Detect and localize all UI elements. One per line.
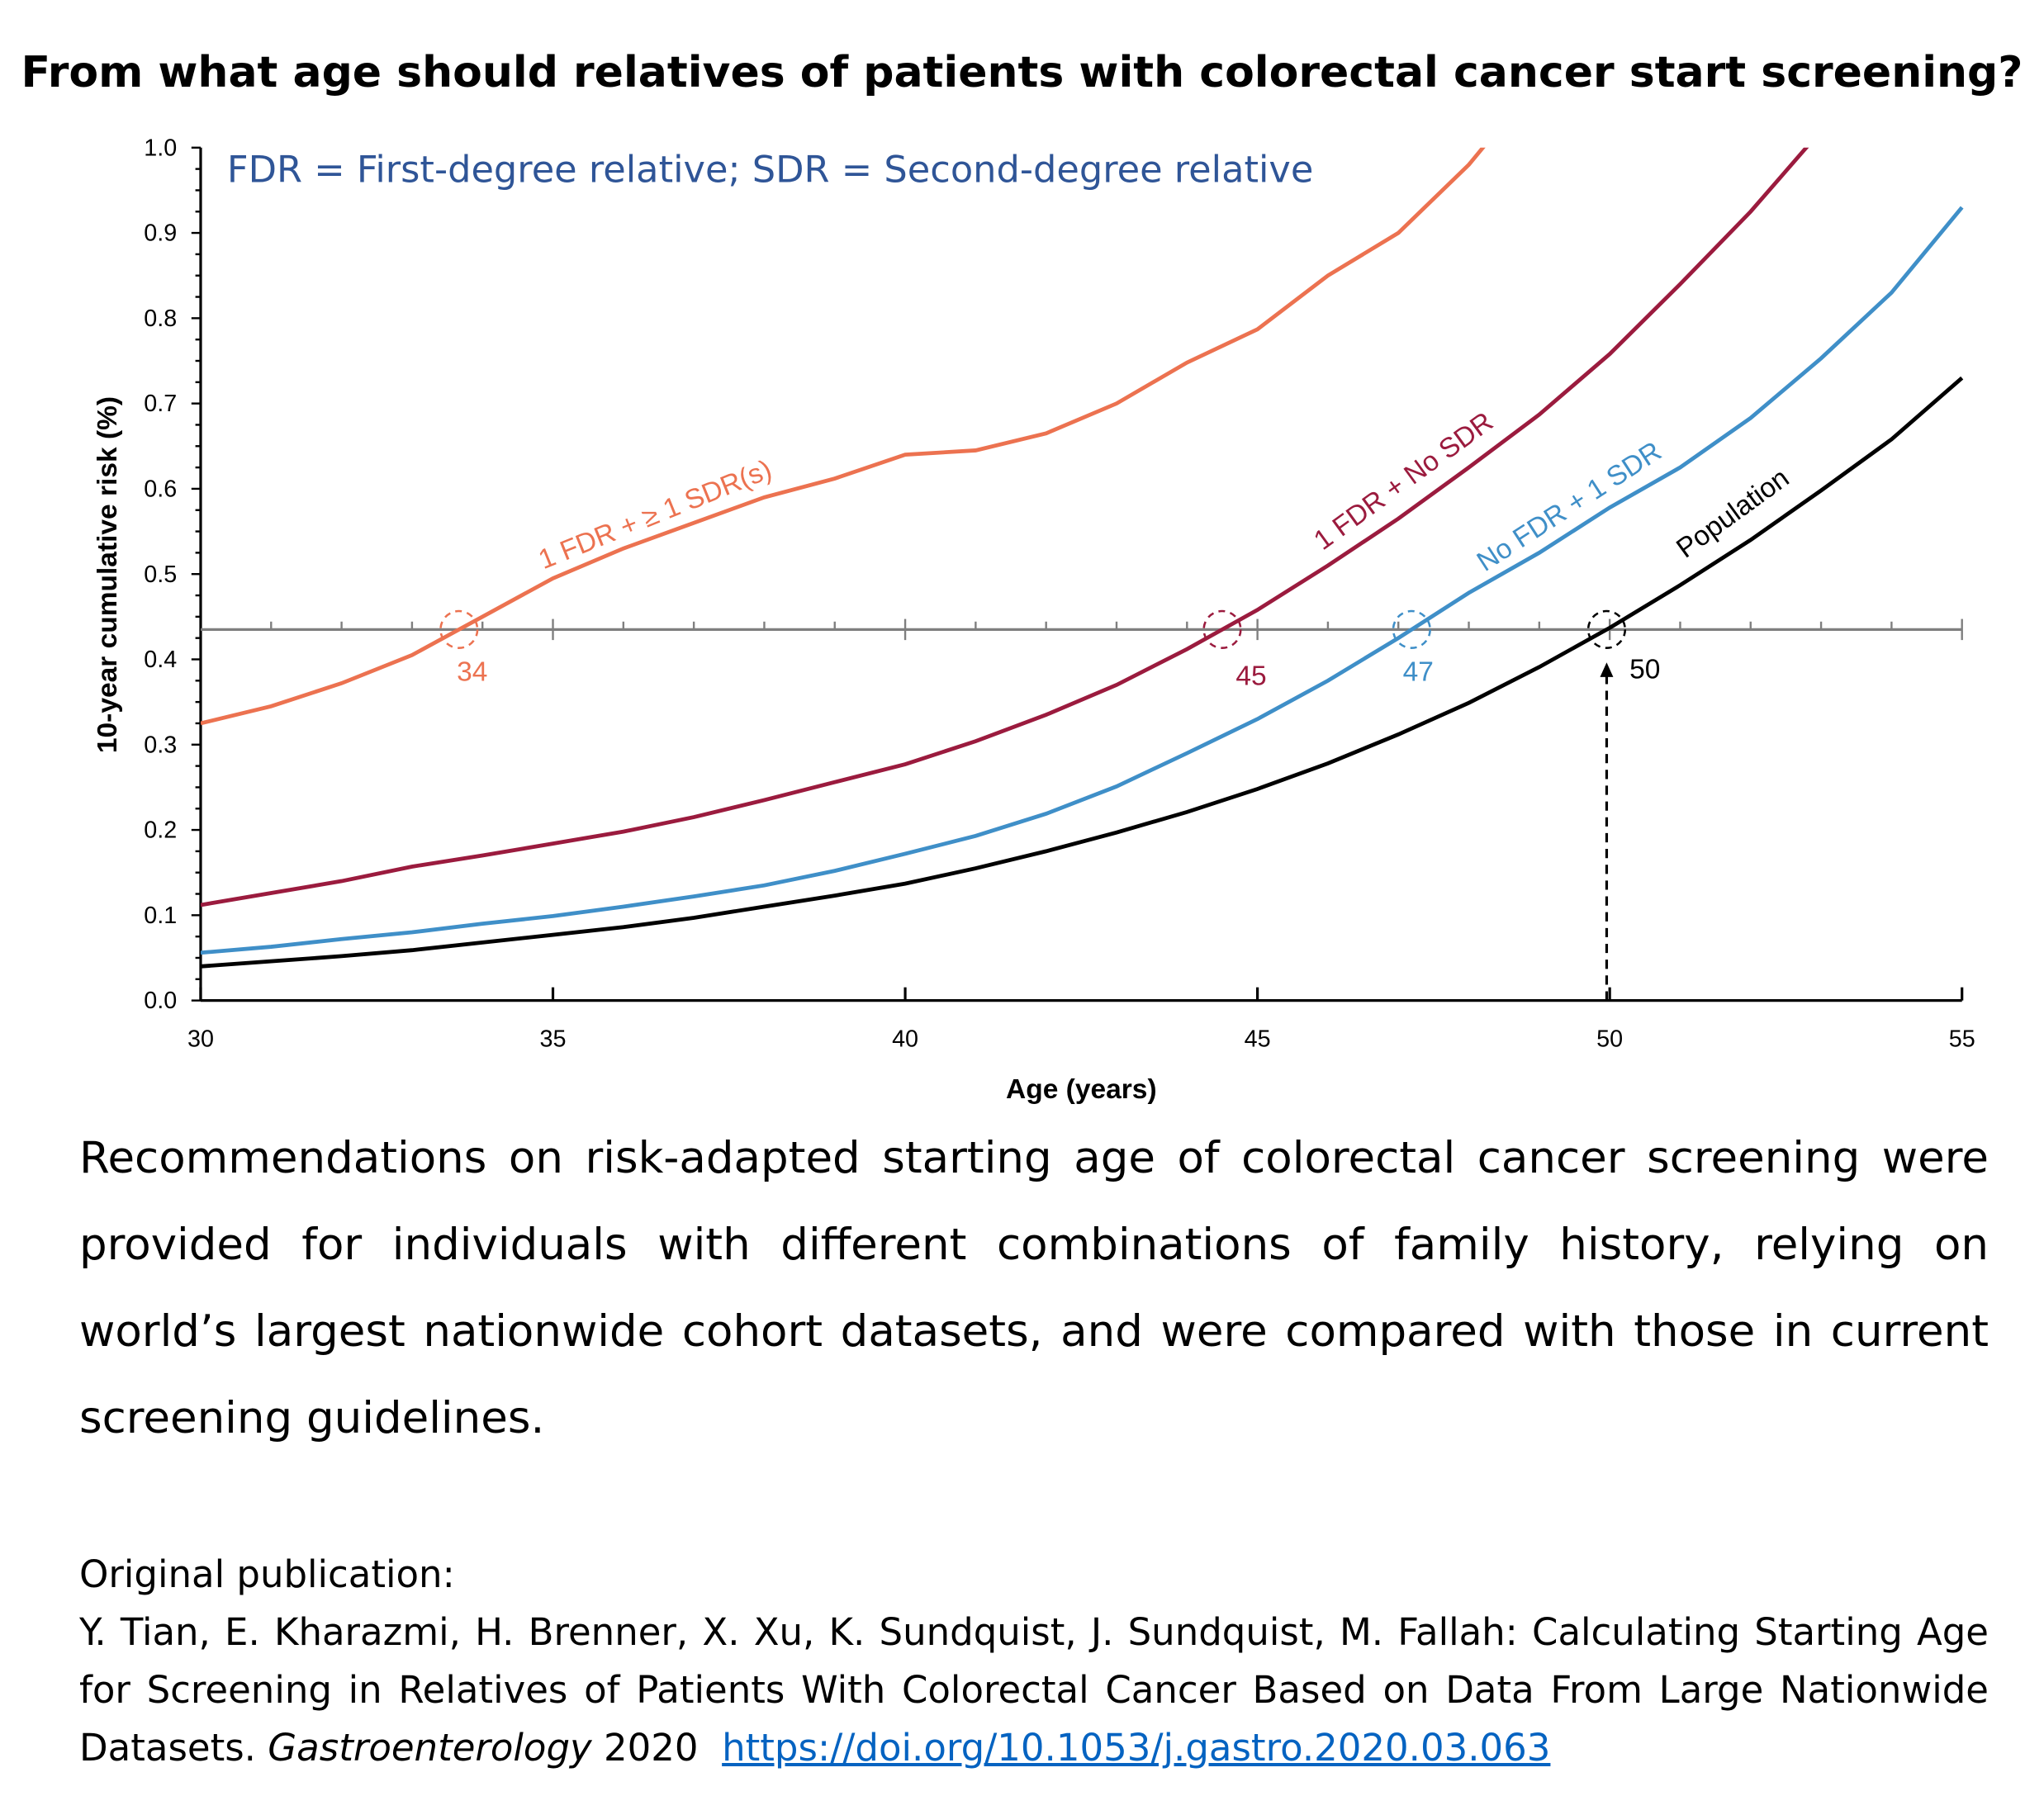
x-tick-label: 45: [1245, 1026, 1271, 1053]
page-title: From what age should relatives of patien…: [21, 48, 2023, 97]
y-tick-label: 0.3: [144, 732, 177, 758]
start-age-label: 50: [1629, 654, 1660, 685]
series-line-3: [200, 376, 1964, 969]
series-line-1: [200, 147, 1809, 907]
publication-heading: Original publication:: [79, 1552, 455, 1596]
y-tick-label: 0.4: [144, 647, 177, 673]
y-tick-label: 1.0: [144, 135, 177, 161]
y-tick-label: 0.2: [144, 817, 177, 844]
start-age-label: 34: [457, 657, 487, 688]
y-tick-label: 0.0: [144, 988, 177, 1014]
doi-link[interactable]: https://doi.org/10.1053/j.gastro.2020.03…: [722, 1726, 1551, 1770]
x-tick-label: 40: [892, 1026, 918, 1053]
series-label: No FDR + 1 SDR: [1472, 436, 1667, 578]
x-tick-label: 30: [187, 1026, 214, 1053]
y-tick-label: 0.1: [144, 903, 177, 929]
y-axis-label: 10-year cumulative risk (%): [92, 396, 123, 753]
publication: Original publication: Y. Tian, E. Kharaz…: [79, 1546, 1989, 1777]
y-tick-label: 0.9: [144, 220, 177, 247]
x-tick-label: 50: [1596, 1026, 1623, 1053]
y-tick-label: 0.6: [144, 476, 177, 503]
publication-journal: Gastroenterology: [268, 1726, 592, 1770]
publication-year: 2020: [603, 1726, 699, 1770]
x-tick-label: 35: [540, 1026, 567, 1053]
risk-chart: FDR = First-degree relative; SDR = Secon…: [92, 135, 1975, 1105]
y-tick-label: 0.8: [144, 306, 177, 332]
start-age-label: 47: [1403, 657, 1434, 688]
y-tick-label: 0.7: [144, 391, 177, 417]
series-line-0: [200, 147, 1486, 726]
arrow-head-icon: [1600, 662, 1614, 677]
summary-text: Recommendations on risk-adapted starting…: [79, 1133, 1989, 1443]
publication-citation: Y. Tian, E. Kharazmi, H. Brenner, X. Xu,…: [79, 1610, 1989, 1770]
start-age-label: 45: [1235, 661, 1266, 691]
y-tick-label: 0.5: [144, 562, 177, 588]
chart-note: FDR = First-degree relative; SDR = Secon…: [227, 148, 1313, 191]
series-label: 1 FDR + ≥ 1 SDR(s): [534, 454, 776, 576]
x-tick-label: 55: [1949, 1026, 1975, 1053]
x-axis-label: Age (years): [1006, 1074, 1157, 1105]
series-line-2: [200, 206, 1964, 955]
series-label: 1 FDR + No SDR: [1308, 406, 1498, 557]
